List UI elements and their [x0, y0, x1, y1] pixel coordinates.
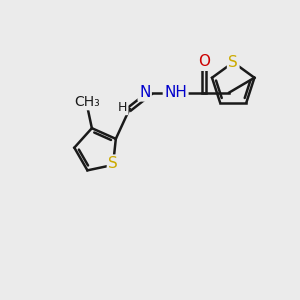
Text: S: S: [228, 55, 238, 70]
Text: S: S: [108, 156, 118, 171]
Text: O: O: [198, 55, 210, 70]
Text: NH: NH: [164, 85, 187, 100]
Text: CH₃: CH₃: [74, 95, 100, 109]
Text: N: N: [139, 85, 150, 100]
Text: H: H: [118, 101, 127, 114]
